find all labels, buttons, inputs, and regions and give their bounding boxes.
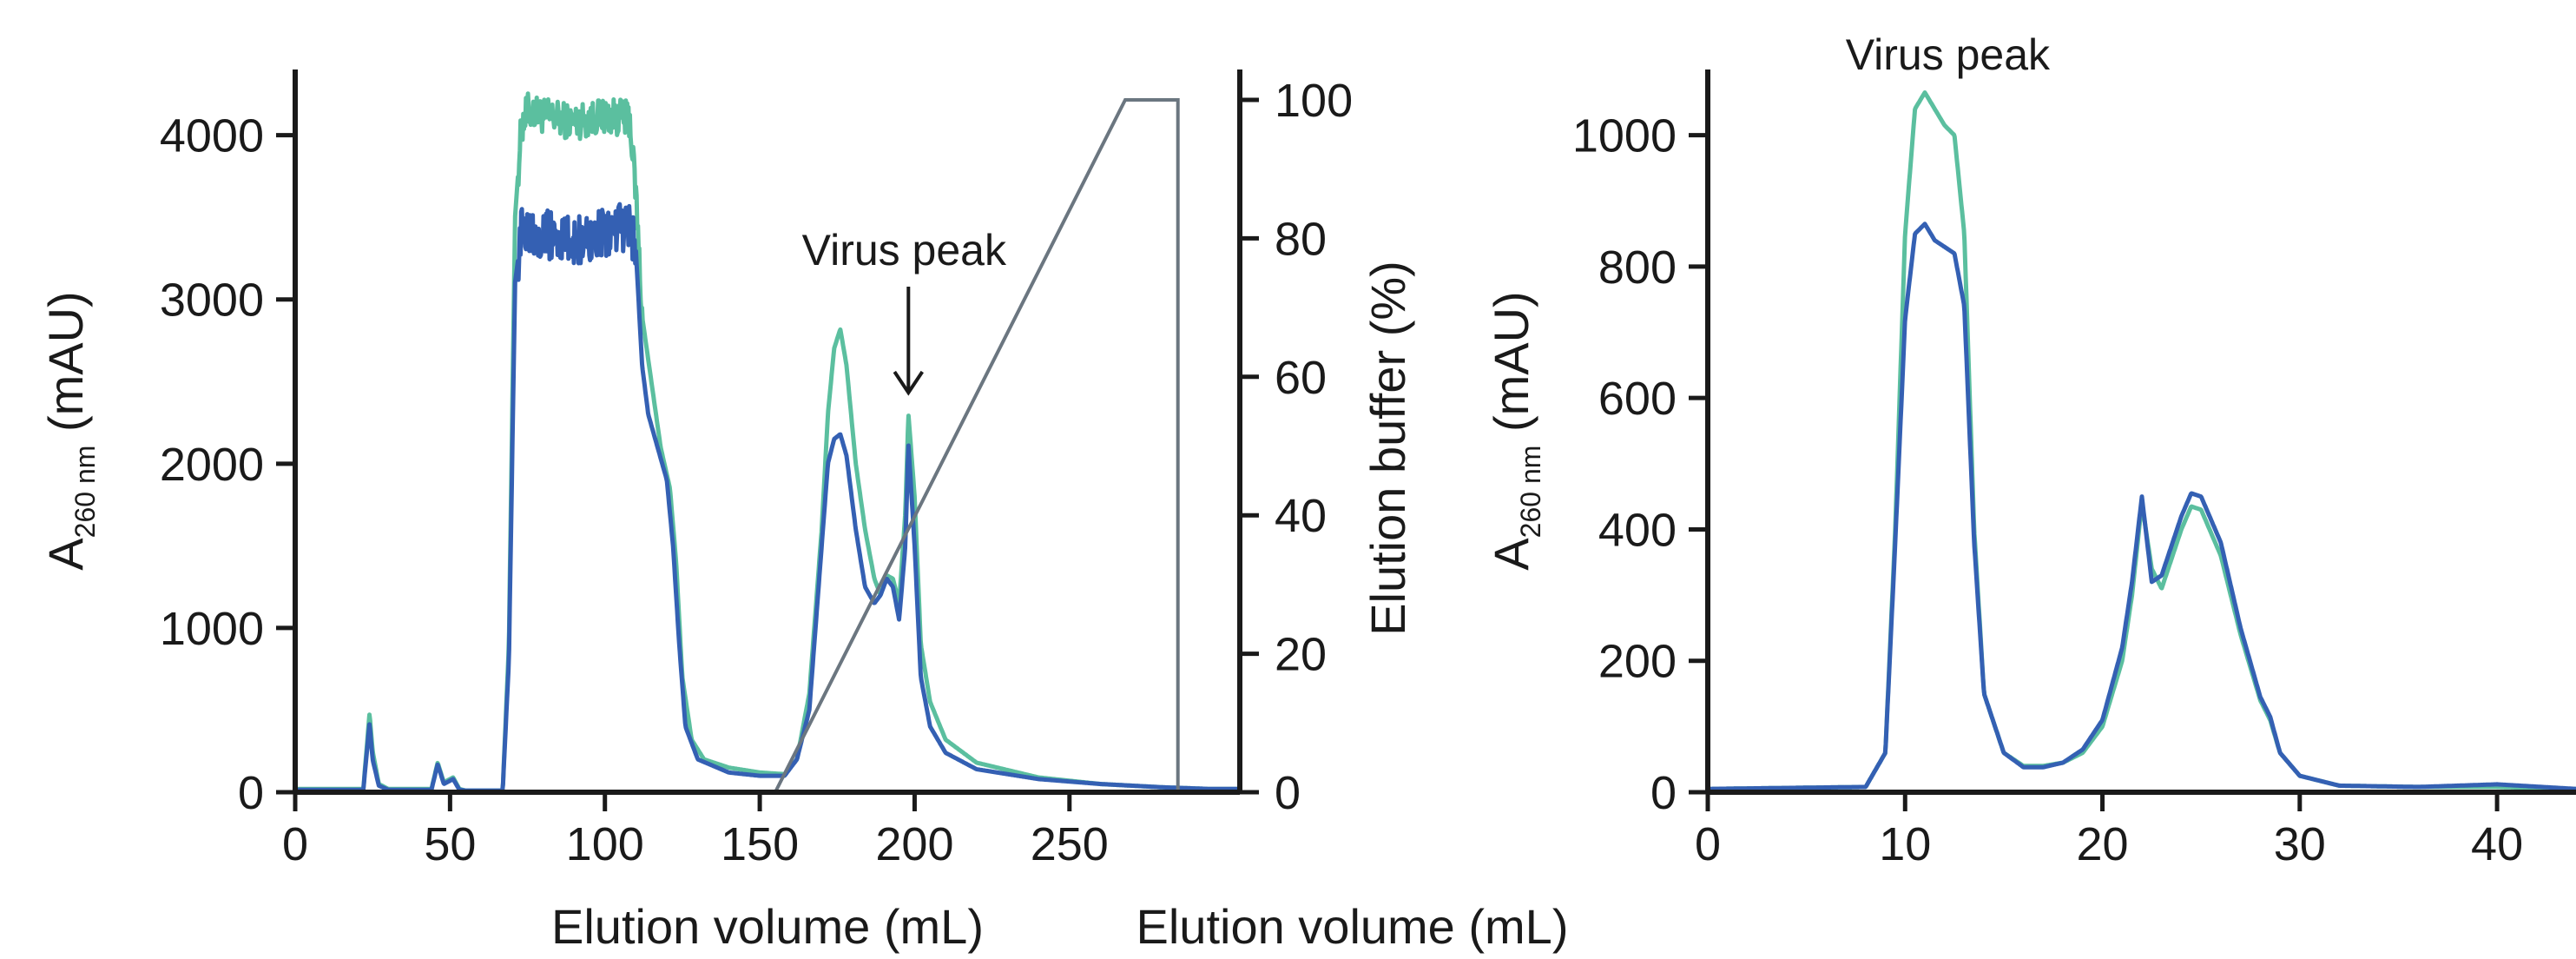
y2-tick-label-0: 100 bbox=[1275, 75, 1353, 127]
annotation-virus-peak-0: Virus peak bbox=[802, 226, 1007, 274]
y-tick-label-1: 0 bbox=[1650, 767, 1677, 819]
annotation-arrowhead-0 bbox=[893, 370, 924, 396]
x-tick-label-0: 0 bbox=[282, 818, 308, 870]
x-tick-label-1: 10 bbox=[1879, 818, 1931, 870]
y2-tick-label-0: 40 bbox=[1275, 490, 1327, 542]
y-tick-label-1: 600 bbox=[1598, 373, 1677, 425]
series-line-1-1 bbox=[1706, 222, 2576, 791]
y2-tick-label-0: 60 bbox=[1275, 352, 1327, 404]
x-tick-label-0: 200 bbox=[875, 818, 953, 870]
annotation-virus-peak-1: Virus peak bbox=[1846, 30, 2051, 79]
y-axis-title-unit: (mAU) bbox=[1484, 291, 1538, 445]
y-axis-title-subscript: 260 nm bbox=[1515, 446, 1546, 539]
y2-axis-title-0: Elution buffer (%) bbox=[1360, 261, 1415, 636]
x-tick-label-1: 20 bbox=[2077, 818, 2129, 870]
x-axis-title-1: Elution volume (mL) bbox=[1136, 899, 1569, 954]
y2-tick-label-0: 0 bbox=[1275, 767, 1301, 819]
y-tick-label-1: 400 bbox=[1598, 504, 1677, 556]
x-tick-label-1: 30 bbox=[2274, 818, 2326, 870]
y-tick-label-0: 3000 bbox=[160, 274, 264, 327]
y-axis-title-unit: (mAU) bbox=[38, 291, 93, 445]
y2-tick-label-0: 20 bbox=[1275, 629, 1327, 681]
y-tick-label-1: 1000 bbox=[1572, 110, 1677, 162]
x-axis-title-0: Elution volume (mL) bbox=[551, 899, 984, 954]
y-axis-title-main: A bbox=[1484, 538, 1538, 571]
gradient-line-0 bbox=[295, 98, 1240, 794]
series-line-0-1 bbox=[293, 202, 1242, 793]
series-line-0-0 bbox=[293, 91, 1242, 793]
y2-tick-label-0: 80 bbox=[1275, 213, 1327, 265]
x-tick-label-1: 0 bbox=[1695, 818, 1721, 870]
y-tick-label-0: 2000 bbox=[160, 439, 264, 491]
x-tick-label-0: 250 bbox=[1031, 818, 1109, 870]
y-tick-label-0: 4000 bbox=[160, 110, 264, 162]
y-axis-title-main: A bbox=[38, 538, 93, 571]
series-line-1-0 bbox=[1706, 90, 2576, 791]
x-tick-label-1: 40 bbox=[2471, 818, 2523, 870]
y-tick-label-0: 1000 bbox=[160, 603, 264, 655]
x-tick-label-0: 150 bbox=[721, 818, 799, 870]
x-tick-label-0: 50 bbox=[424, 818, 476, 870]
x-tick-label-0: 100 bbox=[566, 818, 644, 870]
y-tick-label-0: 0 bbox=[238, 767, 264, 819]
y-tick-label-1: 800 bbox=[1598, 241, 1677, 294]
y-axis-title-subscript: 260 nm bbox=[69, 446, 101, 539]
y-axis-title-1: A260 nm (mAU) bbox=[1484, 291, 1546, 570]
y-tick-label-1: 200 bbox=[1598, 636, 1677, 688]
y-axis-title-0: A260 nm (mAU) bbox=[38, 291, 101, 570]
